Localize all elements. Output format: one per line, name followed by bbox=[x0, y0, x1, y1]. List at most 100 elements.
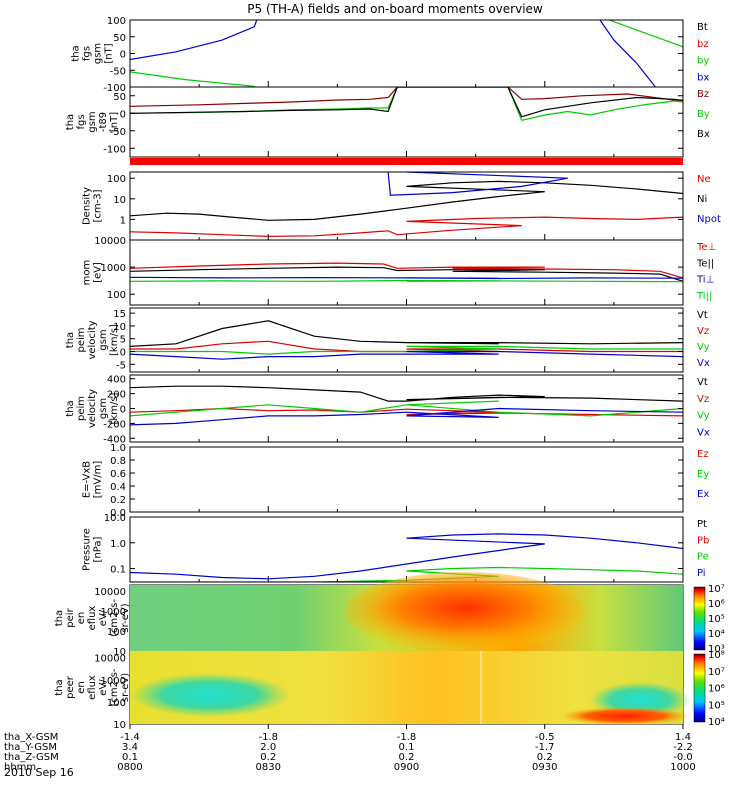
series-Vt bbox=[130, 385, 683, 402]
ylabel-line: E=-VxB bbox=[82, 461, 93, 498]
ylabel-line: [mV/m] bbox=[93, 461, 104, 499]
colorbar-tick: 10⁷ bbox=[708, 667, 725, 678]
electron-spectrogram-hot-region bbox=[560, 707, 690, 725]
legend-Ti||: Ti|| bbox=[696, 291, 712, 302]
ylabel-line: tha bbox=[54, 679, 65, 695]
series-Pe bbox=[130, 566, 683, 582]
orbit-value: 0930 bbox=[532, 762, 557, 773]
series-Vy bbox=[130, 400, 683, 417]
series-Pi bbox=[130, 533, 683, 580]
series-Bx bbox=[130, 87, 683, 118]
ytick-label: 1.0 bbox=[110, 539, 126, 550]
legend-Ex: Ex bbox=[697, 489, 709, 500]
ylabel-line: peim bbox=[76, 327, 87, 352]
orbit-row-label: tha_Y-GSM bbox=[4, 742, 57, 753]
panel-10-ylabel: tha peer en eflux eV/(cm2-s-sr-eV) bbox=[54, 668, 131, 706]
ylabel-line: tha bbox=[65, 114, 76, 130]
orbit-value: -1.4 bbox=[120, 732, 140, 743]
panel-3-ylabel: Density [cm-3] bbox=[82, 187, 104, 225]
legend-Bx: Bx bbox=[697, 129, 710, 140]
panel-2-series bbox=[130, 87, 683, 121]
ytick-label: 10000 bbox=[94, 654, 126, 665]
ytick-label: 10000 bbox=[94, 236, 126, 247]
ytick-label: 10 bbox=[113, 720, 126, 731]
ytick-label: 1000 bbox=[101, 676, 126, 687]
panel-8-ylabel: Pressure [nPa] bbox=[82, 528, 104, 571]
ytick-label: 5 bbox=[120, 335, 126, 346]
ytick-label: 50 bbox=[113, 92, 126, 103]
ytick-label: 1000 bbox=[101, 263, 126, 274]
ylabel-line: (cm2-s- bbox=[109, 668, 120, 706]
colorbar-tick: 10⁵ bbox=[708, 700, 725, 711]
ytick-label: 0.1 bbox=[110, 565, 126, 576]
legend-Ey: Ey bbox=[697, 469, 709, 480]
ytick-label: 0.4 bbox=[110, 482, 126, 493]
ylabel-line: peer bbox=[65, 675, 76, 699]
ytick-label: 10000 bbox=[94, 587, 126, 598]
panel-1-series bbox=[130, 20, 683, 87]
panel-10: 10000 1000 100 10 tha peer en eflux eV/(cm2-s-sr… bbox=[54, 650, 725, 731]
panel-8-series bbox=[130, 533, 683, 582]
date-label: 2010 Sep 16 bbox=[4, 766, 74, 779]
panel-1-ylabel: tha fgs gsm [nT] bbox=[71, 43, 115, 64]
orbit-value: 3.4 bbox=[122, 742, 138, 753]
chart-title: P5 (TH-A) fields and on-board moments ov… bbox=[247, 2, 543, 16]
ylabel-line: eflux bbox=[87, 675, 98, 700]
ion-spectrogram-hot-region bbox=[345, 572, 585, 652]
series-Te|| bbox=[130, 266, 683, 297]
orbit-value: 0.2 bbox=[399, 752, 415, 763]
orbit-value: 2.0 bbox=[260, 742, 276, 753]
panel-7: 1.0 0.8 0.6 0.4 0.2 0.0 E=-VxB [mV/m] Ez Ey Ex bbox=[82, 443, 710, 519]
ylabel-line: fgs bbox=[82, 46, 93, 61]
colorbar-tick: 10⁸ bbox=[708, 650, 725, 661]
panel-3: 100 10 1 Density [cm-3] Ne Ni Npot bbox=[82, 171, 721, 241]
ylabel-line: (cm2-s- bbox=[109, 599, 120, 637]
colorbar-tick: 10⁴ bbox=[708, 629, 725, 640]
panel-3-series bbox=[130, 172, 683, 238]
panel-4-ylabel: mom [eV] bbox=[82, 260, 104, 286]
orbit-value: 0800 bbox=[117, 762, 142, 773]
ylabel-line: mom bbox=[82, 260, 93, 286]
panel-1-frame bbox=[129, 19, 684, 88]
orbit-value: -1.7 bbox=[535, 742, 555, 753]
series-Ni bbox=[130, 180, 683, 221]
ytick-label: 0 bbox=[120, 50, 126, 61]
orbit-value: 1000 bbox=[670, 762, 695, 773]
legend-By: By bbox=[697, 109, 710, 120]
legend-Ti⊥: Ti⊥ bbox=[696, 275, 714, 286]
legend-Ez: Ez bbox=[697, 449, 709, 460]
panel-6: 400 200 0 -200 -400 tha peim velocity gsm [km/s] V… bbox=[65, 374, 710, 445]
panel-4-series bbox=[130, 262, 683, 297]
legend-Vt: Vt bbox=[697, 310, 708, 321]
panel-5-ylabel: tha peim velocity gsm [km/s] bbox=[65, 320, 120, 359]
ytick-label: -50 bbox=[110, 66, 126, 77]
legend-Vx: Vx bbox=[697, 358, 710, 369]
ytick-label: -100 bbox=[103, 83, 126, 94]
panel-5-series bbox=[130, 320, 683, 365]
ylabel-line: peir bbox=[65, 607, 76, 627]
ytick-label: -5 bbox=[116, 360, 126, 371]
series-Te⊥ bbox=[130, 262, 683, 293]
panel-3-frame bbox=[129, 171, 684, 241]
colorbar-tick: 10⁶ bbox=[708, 684, 725, 695]
ytick-label: 1000 bbox=[101, 607, 126, 618]
ylabel-line: velocity bbox=[87, 320, 98, 359]
legend-Bt: Bt bbox=[697, 22, 708, 33]
ytick-label: 100 bbox=[107, 16, 126, 27]
orbit-row-label: tha_X-GSM bbox=[4, 732, 58, 743]
status-bar bbox=[130, 158, 683, 165]
orbit-value: 1.4 bbox=[675, 732, 691, 743]
ylabel-line: [km/s] bbox=[109, 324, 120, 356]
legend-Pe: Pe bbox=[697, 552, 709, 563]
electron-colorbar bbox=[693, 653, 706, 723]
panel-1: 100 50 0 -50 -100 tha fgs gsm [nT] Bt bz by bx bbox=[71, 16, 710, 94]
ylabel-line: velocity bbox=[87, 389, 98, 428]
legend-bx: bx bbox=[697, 72, 709, 83]
ylabel-line: sr-eV) bbox=[120, 603, 131, 632]
ytick-label: 100 bbox=[107, 627, 126, 638]
legend-Pt: Pt bbox=[697, 519, 707, 530]
ytick-label: 10 bbox=[113, 195, 126, 206]
legend-Te||: Te|| bbox=[696, 258, 714, 269]
